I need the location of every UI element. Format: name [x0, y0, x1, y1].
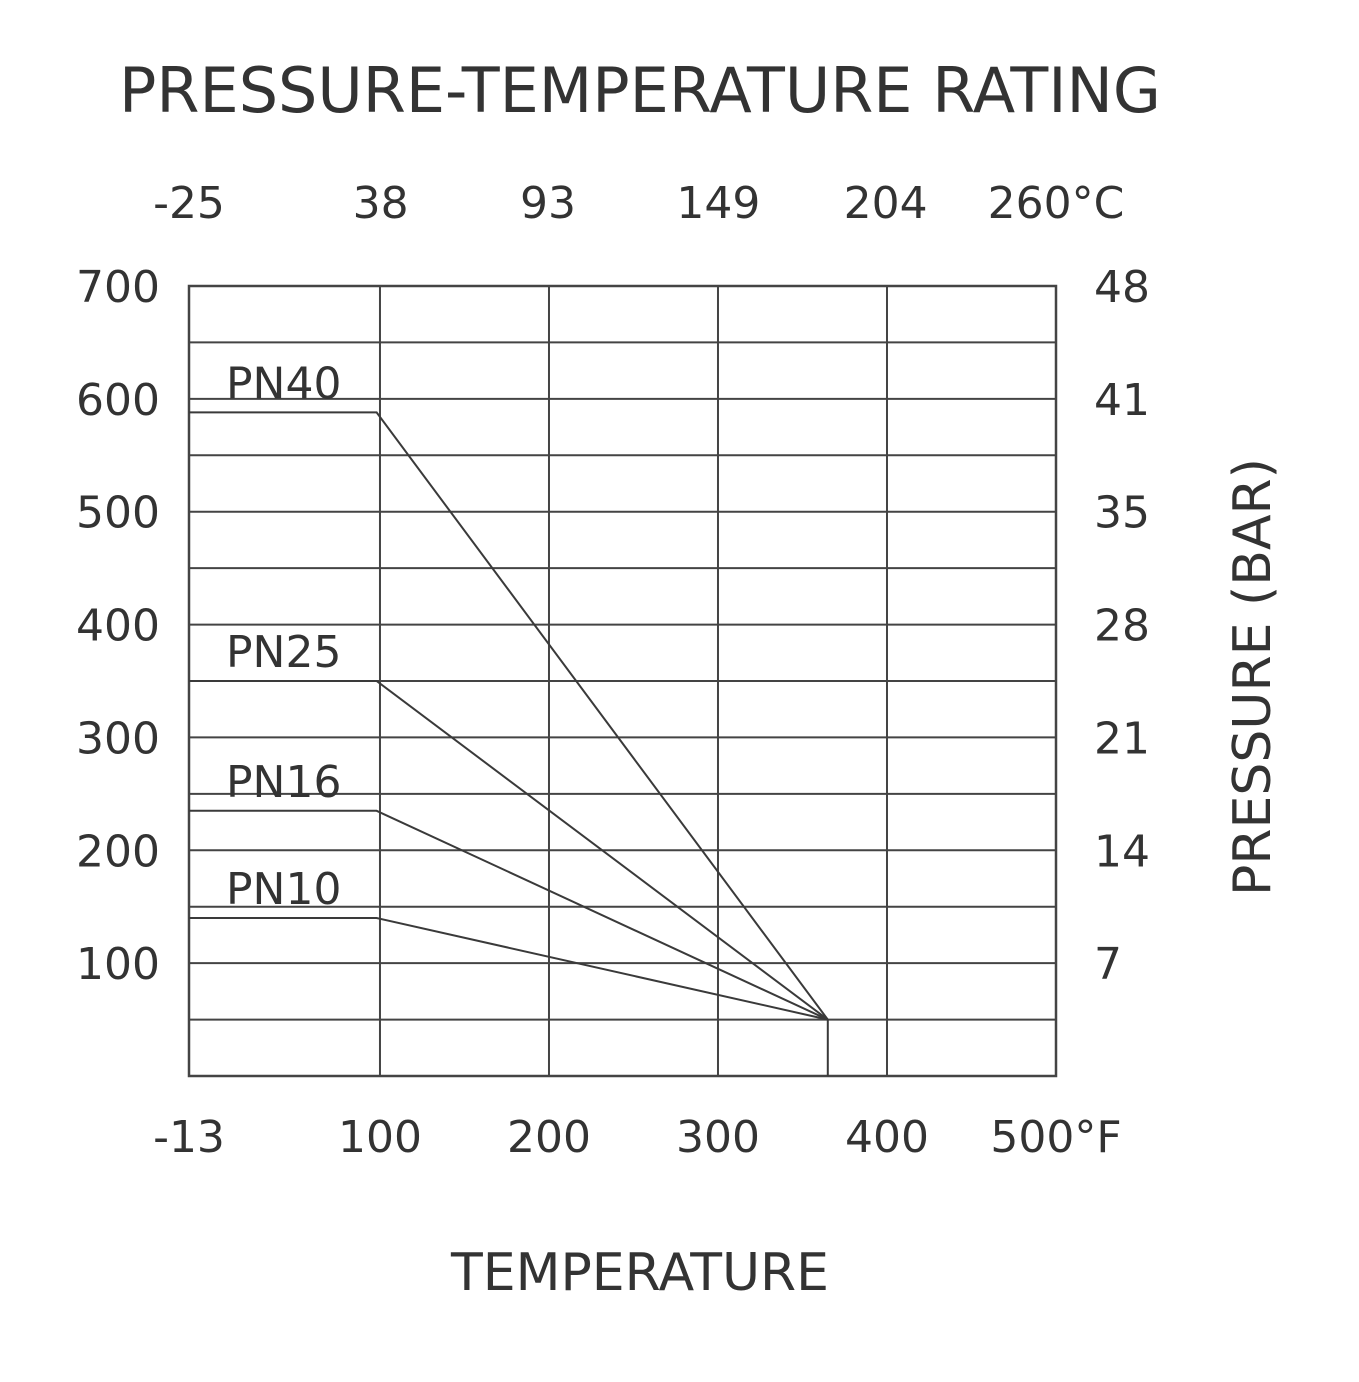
rating-curves: PN40 PN25 PN16 PN10	[189, 358, 829, 1076]
series-line-pn25	[189, 680, 829, 1021]
x2-tick-label: 149	[676, 178, 760, 229]
x-tick-label: 100	[338, 1112, 422, 1163]
series-line-pn10	[189, 917, 829, 1021]
series-label-pn16: PN16	[226, 757, 341, 808]
series-label-pn10: PN10	[226, 864, 341, 915]
x2-tick-label: 93	[520, 178, 576, 229]
x2-tick-label: 204	[844, 178, 928, 229]
tick-labels: -13 100 200 300 400 500°F -25 38 93 149 204 260°C 10…	[76, 178, 1150, 1163]
y2-tick-label: 28	[1094, 601, 1150, 652]
chart-title: PRESSURE-TEMPERATURE RATING	[119, 54, 1161, 127]
x2-tick-label: 260°C	[988, 178, 1125, 229]
x-tick-label: 300	[676, 1112, 760, 1163]
x-tick-label: 500°F	[990, 1112, 1121, 1163]
y2-tick-label: 41	[1094, 375, 1150, 426]
series-line-pn16	[189, 809, 829, 1021]
x2-tick-label: -25	[153, 178, 225, 229]
x-axis-label: TEMPERATURE	[450, 1243, 829, 1303]
x-tick-label: 400	[845, 1112, 929, 1163]
x2-tick-label: 38	[353, 178, 409, 229]
y2-tick-label: 21	[1094, 713, 1150, 764]
x-tick-label: 200	[507, 1112, 591, 1163]
x-tick-label: -13	[153, 1112, 225, 1163]
y2-tick-label: 14	[1094, 826, 1150, 877]
series-label-pn40: PN40	[226, 358, 341, 409]
grid-lines	[187, 284, 1058, 1078]
right-axis-label: PRESSURE (BAR)	[1223, 458, 1283, 896]
y2-tick-label: 7	[1094, 939, 1122, 990]
y-tick-label: 200	[76, 826, 160, 877]
y-tick-label: 100	[76, 939, 160, 990]
series-label-pn25: PN25	[226, 627, 341, 678]
y-tick-label: 700	[76, 262, 160, 313]
series-line-pn40	[189, 411, 829, 1076]
y2-tick-label: 35	[1094, 488, 1150, 539]
y-tick-label: 400	[76, 601, 160, 652]
y-tick-label: 600	[76, 375, 160, 426]
y-tick-label: 300	[76, 713, 160, 764]
y-tick-label: 500	[76, 488, 160, 539]
y2-tick-label: 48	[1094, 262, 1150, 313]
